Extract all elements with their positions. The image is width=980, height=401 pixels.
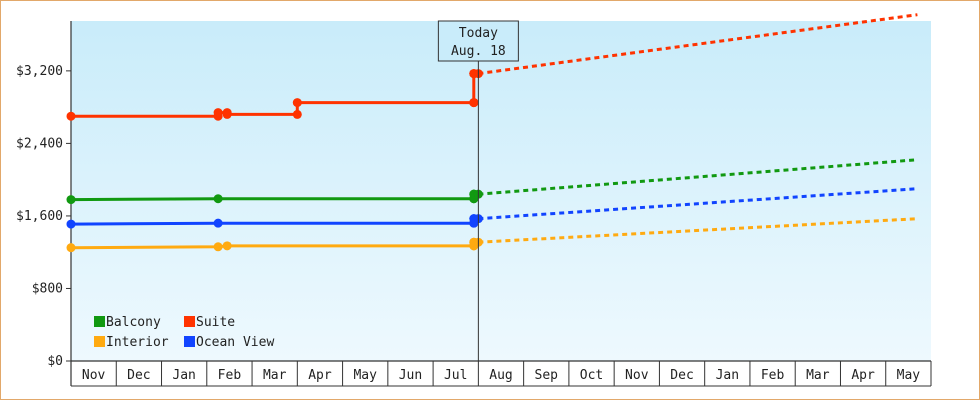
month-label: Dec xyxy=(127,368,150,383)
month-label: Aug xyxy=(489,368,512,383)
series-forecast-suite xyxy=(478,13,918,76)
data-point-ocean-view[interactable] xyxy=(213,218,223,228)
data-point-interior[interactable] xyxy=(222,241,232,251)
y-tick-label: $3,200 xyxy=(16,64,63,79)
series-forecast-balcony xyxy=(478,158,918,196)
data-point-interior[interactable] xyxy=(66,243,76,253)
data-point-ocean-view[interactable] xyxy=(66,219,76,229)
today-label: Today xyxy=(459,26,498,41)
month-label: Apr xyxy=(308,368,332,383)
legend-label-interior: Interior xyxy=(106,335,169,350)
today-box xyxy=(437,20,519,62)
month-label: Nov xyxy=(625,368,649,383)
y-tick-label: $800 xyxy=(32,281,63,296)
data-point-suite[interactable] xyxy=(213,108,223,118)
data-point-balcony[interactable] xyxy=(66,195,76,205)
month-label: Jul xyxy=(444,368,467,383)
y-tick-label: $1,600 xyxy=(16,209,63,224)
legend-label-balcony: Balcony xyxy=(106,315,161,330)
y-tick-label: $2,400 xyxy=(16,136,63,151)
month-label: Feb xyxy=(761,368,785,383)
month-label: Nov xyxy=(82,368,106,383)
data-point-suite[interactable] xyxy=(292,109,302,119)
month-label: Jan xyxy=(716,368,739,383)
month-label: Feb xyxy=(218,368,242,383)
month-label: Oct xyxy=(580,368,603,383)
data-point-suite[interactable] xyxy=(222,109,232,119)
legend-swatch-balcony xyxy=(94,316,105,327)
data-point-interior[interactable] xyxy=(213,242,223,252)
month-label: Mar xyxy=(806,368,830,383)
month-label: Apr xyxy=(851,368,875,383)
month-label: Jan xyxy=(172,368,195,383)
month-label: May xyxy=(897,368,921,383)
month-label: May xyxy=(353,368,377,383)
month-label: Dec xyxy=(670,368,693,383)
legend-label-ocean-view: Ocean View xyxy=(196,335,274,350)
data-point-suite[interactable] xyxy=(469,98,479,108)
y-tick-label: $0 xyxy=(47,354,63,369)
data-point-balcony[interactable] xyxy=(213,194,223,204)
legend-label-suite: Suite xyxy=(196,315,235,330)
data-point-suite[interactable] xyxy=(66,111,76,121)
legend-swatch-suite xyxy=(184,316,195,327)
today-date: Aug. 18 xyxy=(451,44,506,59)
data-point-suite[interactable] xyxy=(292,98,302,108)
series-forecast-ocean-view xyxy=(478,187,918,221)
month-label: Sep xyxy=(535,368,559,383)
month-label: Jun xyxy=(399,368,422,383)
legend-swatch-ocean-view xyxy=(184,336,195,347)
legend-swatch-interior xyxy=(94,336,105,347)
series-forecast-interior xyxy=(478,217,918,244)
month-label: Mar xyxy=(263,368,287,383)
